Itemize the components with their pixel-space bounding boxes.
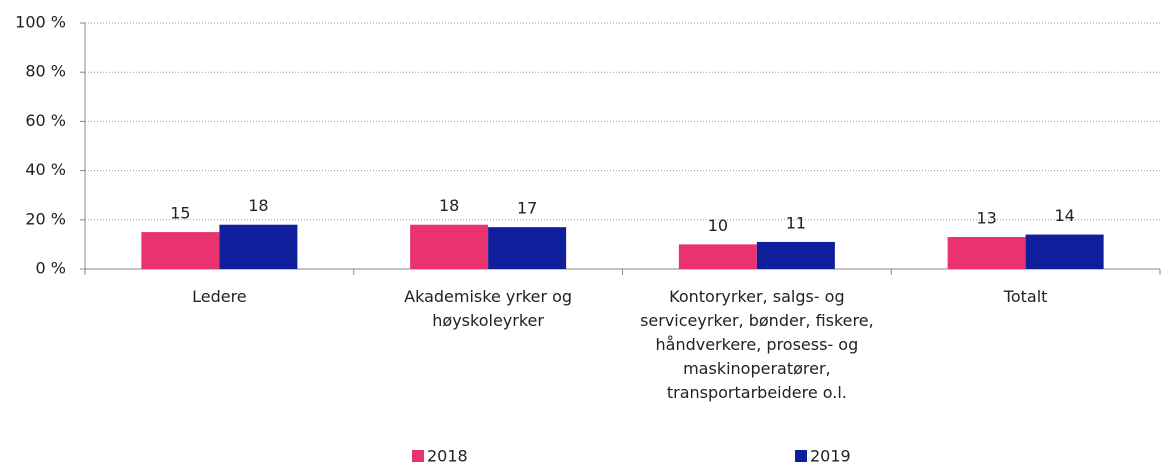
value-label: 10 <box>708 216 728 235</box>
legend-label: 2018 <box>427 447 468 466</box>
y-tick-label: 0 % <box>36 259 66 278</box>
legend-label: 2019 <box>810 447 851 466</box>
y-tick-label: 40 % <box>25 160 66 179</box>
value-label: 17 <box>517 199 537 218</box>
bar <box>947 237 1026 269</box>
value-label: 18 <box>439 196 459 215</box>
bar <box>410 224 489 269</box>
y-tick-label: 60 % <box>25 111 66 130</box>
x-tick-label: Ledere <box>192 287 247 306</box>
bar <box>1025 234 1104 269</box>
value-label: 15 <box>170 204 190 223</box>
x-tick-label: Akademiske yrker og høyskoleyrker <box>404 287 573 330</box>
bar <box>488 227 567 269</box>
x-tick-label: Kontoryrker, salgs- og serviceyrker, bøn… <box>640 287 874 402</box>
value-label: 13 <box>976 209 996 228</box>
bar <box>678 244 757 269</box>
bar <box>219 224 298 269</box>
bar <box>141 232 220 269</box>
legend-swatch <box>412 450 424 462</box>
bar <box>756 241 835 269</box>
value-label: 11 <box>786 213 806 232</box>
value-label: 18 <box>248 196 268 215</box>
y-tick-label: 80 % <box>25 62 66 81</box>
value-label: 14 <box>1054 206 1074 225</box>
x-tick-label: Totalt <box>1003 287 1048 306</box>
y-tick-label: 100 % <box>15 13 66 32</box>
legend-swatch <box>795 450 807 462</box>
y-tick-label: 20 % <box>25 209 66 228</box>
